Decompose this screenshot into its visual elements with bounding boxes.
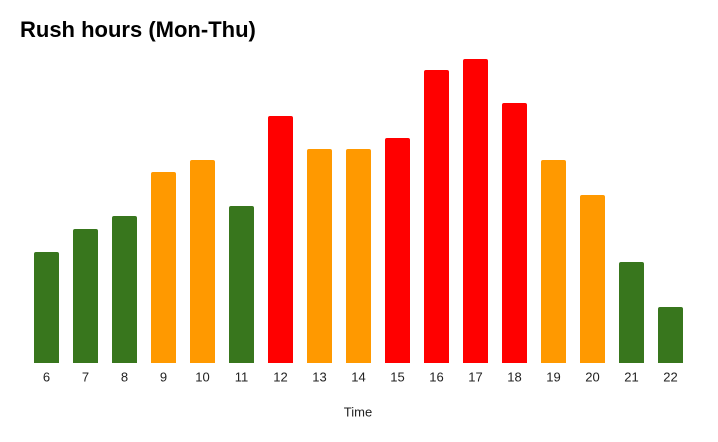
x-tick-label: 8 (121, 369, 128, 384)
bar (658, 307, 683, 363)
bar (502, 103, 527, 363)
x-tick-label: 9 (160, 369, 167, 384)
bar (619, 262, 644, 363)
bar (424, 70, 449, 363)
x-tick-label: 11 (235, 369, 249, 384)
x-tick-label: 18 (507, 369, 521, 384)
x-tick-label: 19 (546, 369, 560, 384)
x-tick-label: 10 (195, 369, 209, 384)
bar (268, 116, 293, 363)
x-tick-label: 21 (624, 369, 638, 384)
bar (463, 59, 488, 363)
bar (541, 160, 566, 363)
chart-title: Rush hours (Mon-Thu) (20, 17, 256, 42)
x-tick-label: 16 (429, 369, 443, 384)
x-axis-label: Time (344, 404, 372, 419)
bar (385, 138, 410, 363)
bar (307, 149, 332, 363)
x-tick-label: 7 (82, 369, 89, 384)
x-tick-label: 6 (43, 369, 50, 384)
bar (151, 172, 176, 363)
bar (229, 206, 254, 363)
x-tick-label: 12 (273, 369, 287, 384)
bar (34, 252, 59, 363)
bar (112, 216, 137, 363)
bar (190, 160, 215, 363)
x-tick-label: 20 (585, 369, 599, 384)
bar (580, 195, 605, 363)
bar (73, 229, 98, 363)
x-tick-label: 13 (312, 369, 326, 384)
bar (346, 149, 371, 363)
x-tick-label: 15 (390, 369, 404, 384)
x-tick-label: 14 (351, 369, 365, 384)
x-tick-label: 22 (663, 369, 677, 384)
x-tick-label: 17 (468, 369, 482, 384)
